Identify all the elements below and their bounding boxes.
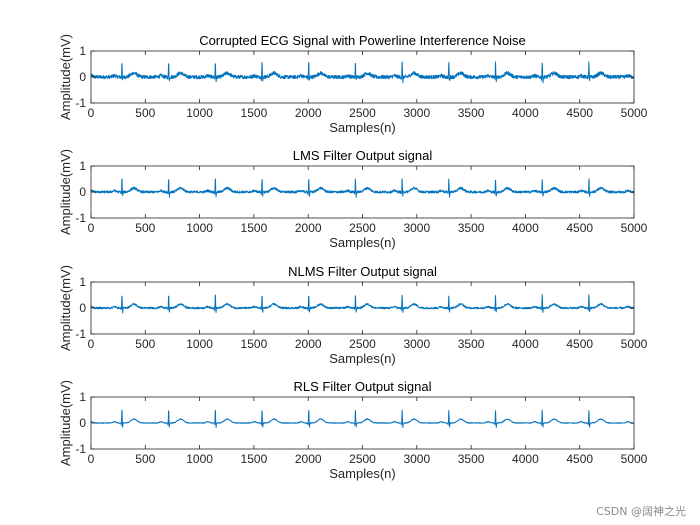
subplot-title: RLS Filter Output signal xyxy=(293,379,431,394)
x-tick-label: 1000 xyxy=(186,221,213,235)
x-tick-label: 1500 xyxy=(241,337,268,351)
x-tick-label: 1500 xyxy=(241,221,268,235)
subplot-4: 0 500 1000 1500 2000 2500 3000 3500 4000 4500 5000… xyxy=(58,379,648,481)
subplot-title: LMS Filter Output signal xyxy=(293,148,433,163)
x-axis-label: Samples(n) xyxy=(329,351,395,366)
x-tick-label: 5000 xyxy=(621,337,648,351)
y-tick-label: 0 xyxy=(79,416,86,430)
x-tick-label: 2000 xyxy=(295,221,322,235)
x-tick-label: 3500 xyxy=(458,452,485,466)
signal-line-lms_output xyxy=(90,178,635,198)
y-tick-label: 0 xyxy=(79,70,86,84)
x-tick-label: 2000 xyxy=(295,106,322,120)
signal-line-corrupted xyxy=(90,61,635,84)
y-axis-label: Amplitude(mV) xyxy=(58,265,73,351)
y-tick-label: 1 xyxy=(79,275,86,289)
y-tick-label: -1 xyxy=(75,327,86,341)
x-tick-label: 2500 xyxy=(349,452,376,466)
x-tick-label: 1500 xyxy=(241,452,268,466)
x-tick-label: 4000 xyxy=(512,452,539,466)
y-tick-label: -1 xyxy=(75,96,86,110)
y-axis-label: Amplitude(mV) xyxy=(58,380,73,466)
x-tick-label: 500 xyxy=(135,337,155,351)
x-tick-label: 1000 xyxy=(186,106,213,120)
y-tick-label: 1 xyxy=(79,390,86,404)
subplot-title: NLMS Filter Output signal xyxy=(288,264,437,279)
x-tick-label: 500 xyxy=(135,221,155,235)
x-tick-label: 2000 xyxy=(295,452,322,466)
y-tick-label: 1 xyxy=(79,44,86,58)
x-tick-label: 3500 xyxy=(458,337,485,351)
y-axis-label: Amplitude(mV) xyxy=(58,149,73,235)
x-tick-label: 4000 xyxy=(512,337,539,351)
x-axis-label: Samples(n) xyxy=(329,235,395,250)
x-tick-label: 4500 xyxy=(566,452,593,466)
x-tick-label: 1500 xyxy=(241,106,268,120)
y-tick-label: 0 xyxy=(79,185,86,199)
x-tick-label: 4000 xyxy=(512,221,539,235)
x-tick-label: 0 xyxy=(88,337,95,351)
signal-line-rls_output xyxy=(90,409,635,429)
y-tick-label: -1 xyxy=(75,211,86,225)
x-tick-label: 4500 xyxy=(566,337,593,351)
x-tick-label: 0 xyxy=(88,106,95,120)
x-tick-label: 2000 xyxy=(295,337,322,351)
subplot-1: 0 500 1000 1500 2000 2500 3000 3500 4000 4500 5000… xyxy=(58,33,648,135)
x-tick-label: 3500 xyxy=(458,106,485,120)
y-axis-label: Amplitude(mV) xyxy=(58,34,73,120)
subplot-2: 0 500 1000 1500 2000 2500 3000 3500 4000 4500 5000… xyxy=(58,148,648,250)
x-tick-label: 1000 xyxy=(186,452,213,466)
x-tick-label: 2500 xyxy=(349,221,376,235)
x-tick-label: 500 xyxy=(135,106,155,120)
x-tick-label: 5000 xyxy=(621,221,648,235)
x-tick-label: 2500 xyxy=(349,337,376,351)
x-tick-label: 5000 xyxy=(621,452,648,466)
x-tick-label: 4500 xyxy=(566,106,593,120)
x-tick-label: 3000 xyxy=(403,106,430,120)
x-tick-label: 0 xyxy=(88,452,95,466)
x-tick-label: 500 xyxy=(135,452,155,466)
x-tick-label: 4000 xyxy=(512,106,539,120)
y-tick-label: -1 xyxy=(75,442,86,456)
x-tick-label: 5000 xyxy=(621,106,648,120)
y-tick-label: 0 xyxy=(79,301,86,315)
x-axis-label: Samples(n) xyxy=(329,120,395,135)
x-tick-label: 3000 xyxy=(403,337,430,351)
x-tick-label: 3000 xyxy=(403,452,430,466)
signal-line-nlms_output xyxy=(90,294,635,314)
x-tick-label: 3000 xyxy=(403,221,430,235)
subplot-3: 0 500 1000 1500 2000 2500 3000 3500 4000 4500 5000… xyxy=(58,264,648,366)
watermark: CSDN @阔神之光 xyxy=(596,505,686,518)
x-tick-label: 2500 xyxy=(349,106,376,120)
y-tick-label: 1 xyxy=(79,159,86,173)
subplot-title: Corrupted ECG Signal with Powerline Inte… xyxy=(199,33,526,48)
x-axis-label: Samples(n) xyxy=(329,466,395,481)
x-tick-label: 4500 xyxy=(566,221,593,235)
x-tick-label: 0 xyxy=(88,221,95,235)
x-tick-label: 3500 xyxy=(458,221,485,235)
x-tick-label: 1000 xyxy=(186,337,213,351)
